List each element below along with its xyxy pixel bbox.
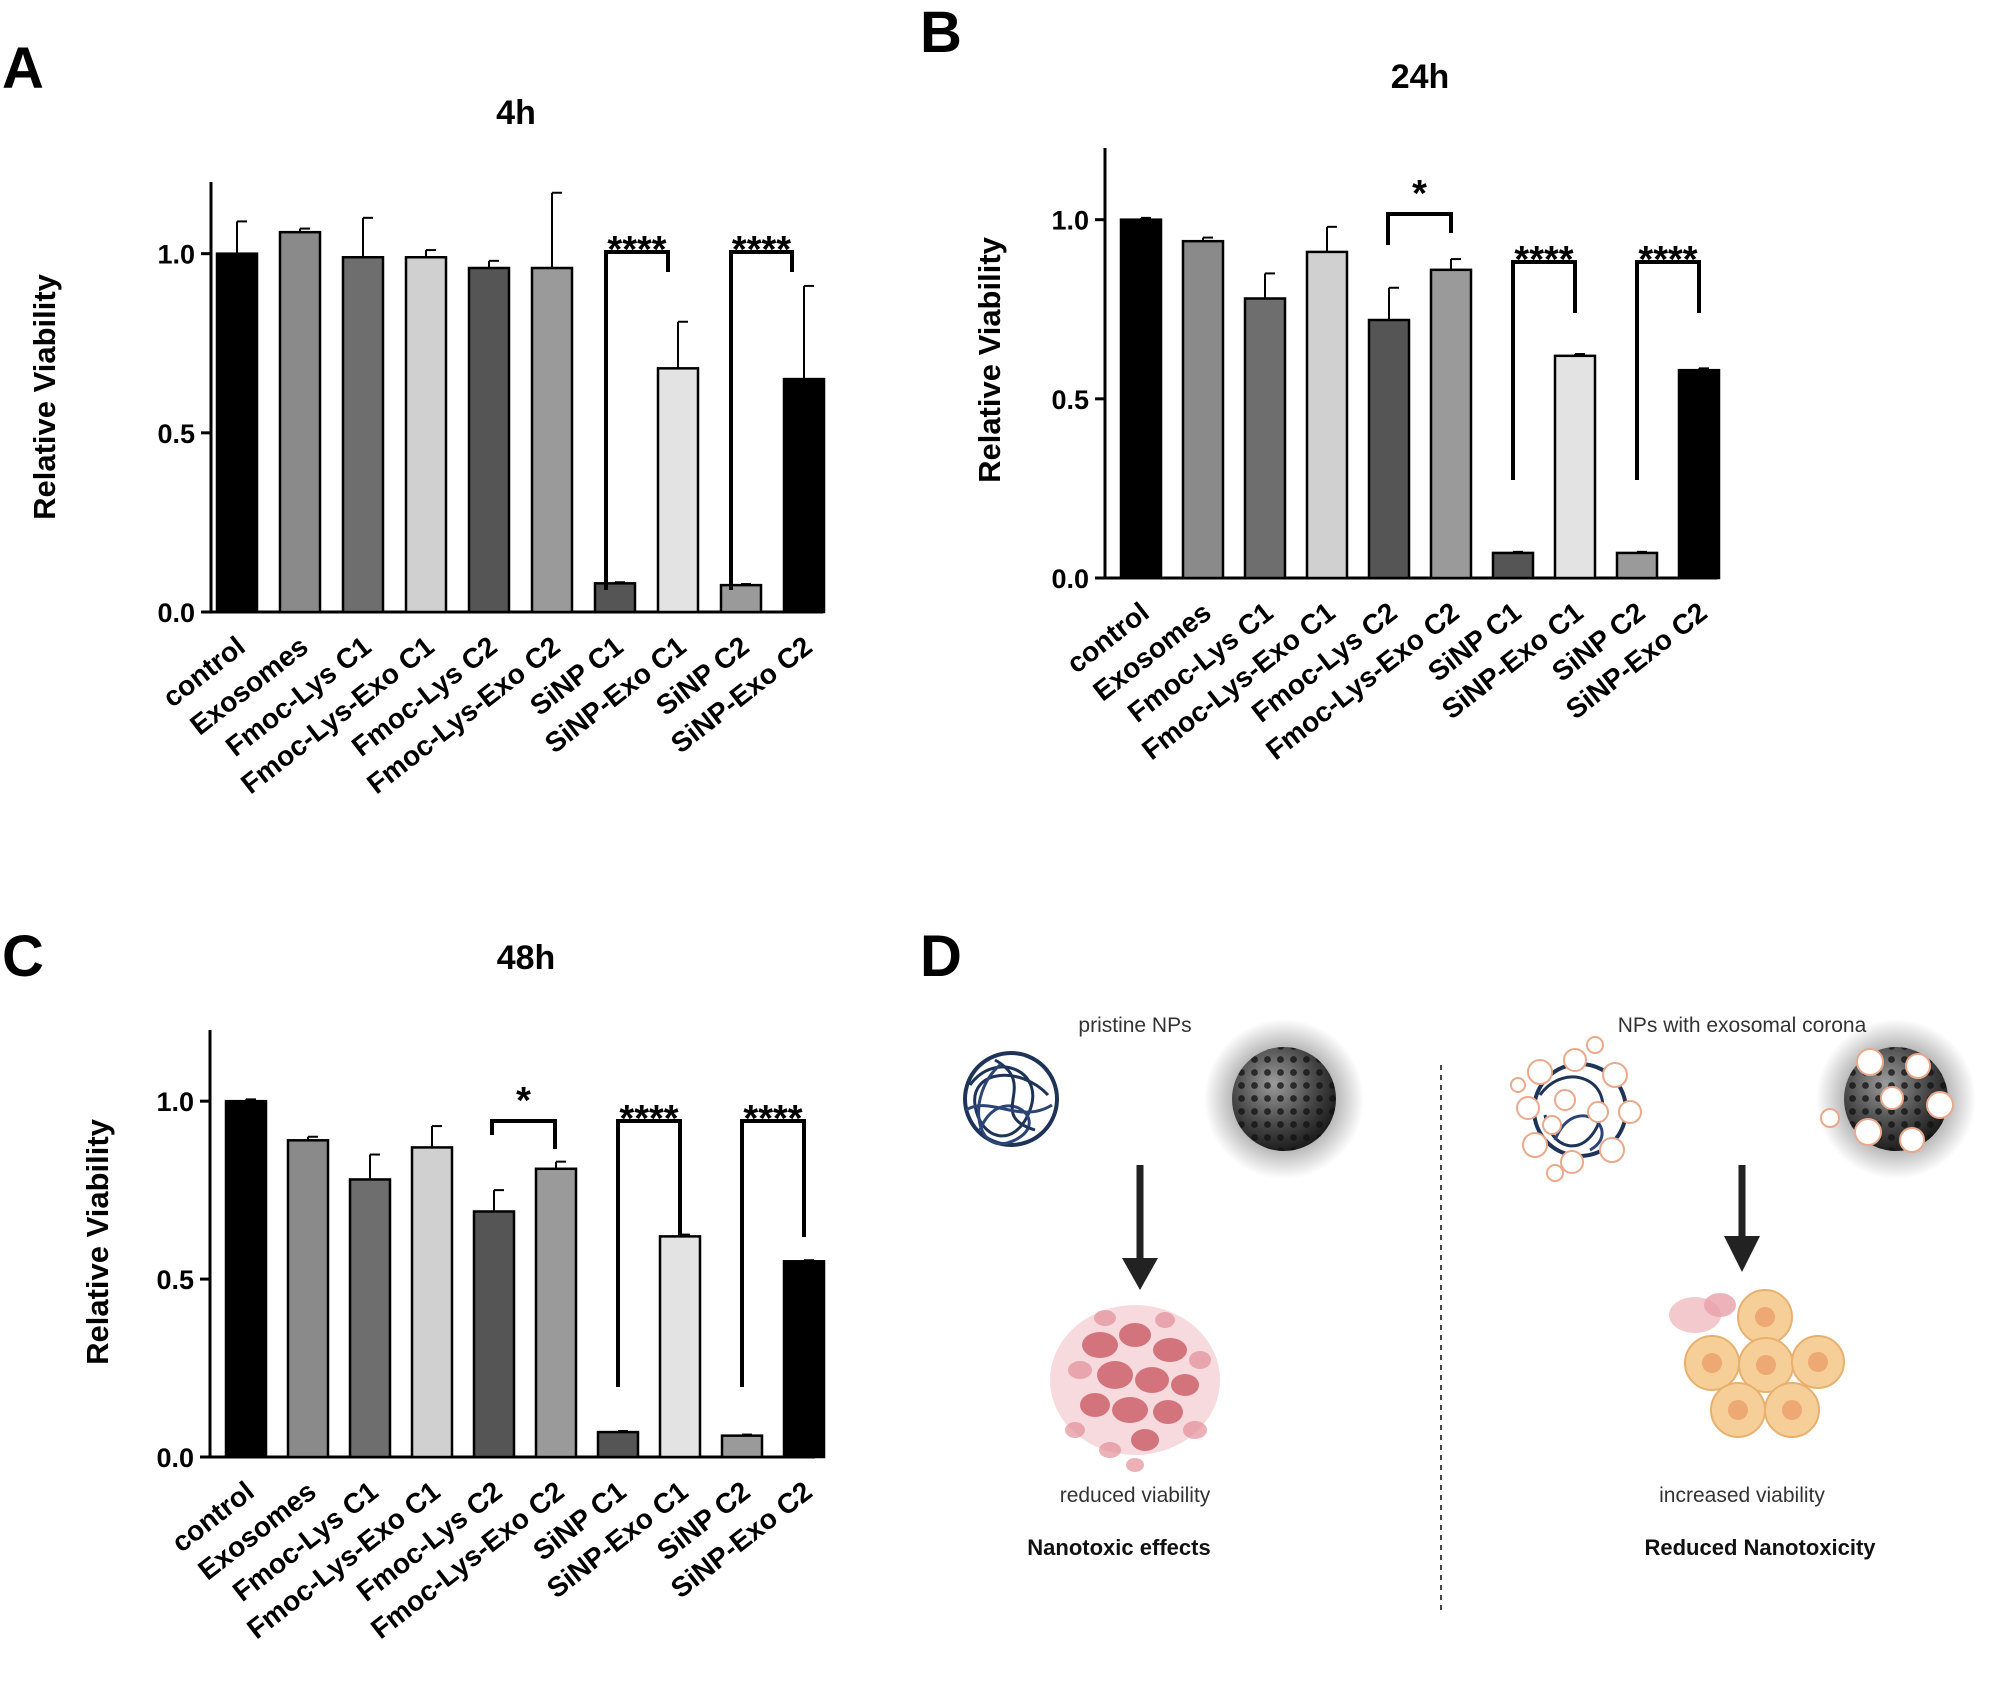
significance-label: **** bbox=[743, 1098, 802, 1140]
arrow-down-icon-right bbox=[1724, 1165, 1760, 1272]
panel-letter-d: D bbox=[920, 924, 962, 989]
bar bbox=[782, 377, 826, 614]
significance-label: * bbox=[1412, 173, 1427, 215]
panel-letter-c: C bbox=[2, 924, 44, 989]
bar bbox=[472, 1210, 516, 1459]
significance-label: * bbox=[516, 1080, 531, 1122]
bar bbox=[534, 1167, 578, 1459]
y-tick-label: 0.5 bbox=[1051, 385, 1089, 415]
y-tick-label: 0.0 bbox=[1051, 564, 1089, 594]
significance-bracket bbox=[604, 250, 670, 590]
significance-bracket bbox=[490, 1119, 557, 1149]
bar bbox=[1615, 551, 1659, 580]
y-axis-label: Relative Viability bbox=[80, 1118, 115, 1365]
y-axis-label: Relative Viability bbox=[972, 236, 1007, 483]
significance-bracket bbox=[616, 1119, 682, 1387]
bar bbox=[1243, 297, 1287, 580]
bar bbox=[1553, 354, 1597, 580]
y-tick-label: 0.0 bbox=[156, 1443, 194, 1473]
healthy-cells-icon bbox=[1669, 1289, 1845, 1438]
bar bbox=[215, 252, 259, 614]
increased-viability-caption: increased viability bbox=[1659, 1484, 1825, 1507]
bar bbox=[656, 367, 700, 614]
bar bbox=[593, 582, 637, 614]
y-axis-label: Relative Viability bbox=[27, 273, 62, 520]
bar bbox=[1491, 551, 1535, 580]
schematic-panel: pristine NPs NPs with exosomal corona bbox=[963, 1014, 1976, 1610]
pristine-nps-title: pristine NPs bbox=[1078, 1014, 1191, 1037]
chart-title: 48h bbox=[497, 939, 556, 977]
bar bbox=[1429, 268, 1473, 580]
significance-bracket bbox=[740, 1119, 806, 1387]
bar bbox=[1181, 239, 1225, 580]
corona-silica-nanoparticle-icon bbox=[1816, 1019, 1976, 1179]
significance-label: **** bbox=[1514, 239, 1573, 281]
bar bbox=[1367, 318, 1411, 580]
y-tick-label: 1.0 bbox=[157, 240, 195, 270]
chart-title: 4h bbox=[496, 94, 536, 132]
significance-bracket bbox=[1511, 260, 1577, 480]
y-tick-label: 0.5 bbox=[157, 419, 195, 449]
significance-bracket bbox=[1386, 212, 1453, 245]
y-tick-label: 1.0 bbox=[1051, 206, 1089, 236]
silica-nanoparticle-icon bbox=[1204, 1019, 1364, 1179]
bar bbox=[348, 1178, 392, 1459]
bar bbox=[720, 1434, 764, 1459]
y-tick-label: 0.5 bbox=[156, 1265, 194, 1295]
bar bbox=[341, 256, 385, 614]
bar bbox=[658, 1235, 702, 1459]
polymer-nanoparticle-icon bbox=[963, 1051, 1059, 1147]
arrow-down-icon-left bbox=[1122, 1165, 1158, 1290]
bar bbox=[530, 266, 574, 614]
reduced-nanotoxicity-label: Reduced Nanotoxicity bbox=[1644, 1535, 1876, 1560]
bar bbox=[278, 230, 322, 614]
significance-label: **** bbox=[1638, 239, 1697, 281]
significance-bracket bbox=[729, 250, 794, 590]
chart-title: 24h bbox=[1391, 58, 1450, 96]
bar bbox=[782, 1260, 826, 1459]
bar bbox=[719, 583, 763, 614]
bar bbox=[410, 1146, 454, 1459]
nanotoxic-effects-label: Nanotoxic effects bbox=[1027, 1535, 1210, 1560]
reduced-viability-caption: reduced viability bbox=[1060, 1484, 1211, 1507]
bar bbox=[286, 1139, 330, 1459]
significance-bracket bbox=[1635, 260, 1701, 480]
bar bbox=[1305, 250, 1349, 580]
y-tick-label: 1.0 bbox=[156, 1087, 194, 1117]
significance-label: **** bbox=[732, 229, 791, 271]
y-tick-label: 0.0 bbox=[157, 598, 195, 628]
bar bbox=[596, 1430, 640, 1459]
significance-label: **** bbox=[619, 1098, 678, 1140]
bar bbox=[404, 256, 448, 614]
corona-polymer-nanoparticle-icon bbox=[1510, 1036, 1642, 1182]
panel-letter-b: B bbox=[920, 0, 962, 65]
corona-nps-title: NPs with exosomal corona bbox=[1618, 1014, 1867, 1037]
panel-letter-a: A bbox=[2, 36, 44, 101]
bar bbox=[1119, 218, 1163, 580]
damaged-cells-icon bbox=[1050, 1305, 1220, 1472]
bar bbox=[1677, 368, 1721, 580]
bar bbox=[224, 1099, 268, 1459]
bar bbox=[467, 266, 511, 614]
significance-label: **** bbox=[607, 229, 666, 271]
